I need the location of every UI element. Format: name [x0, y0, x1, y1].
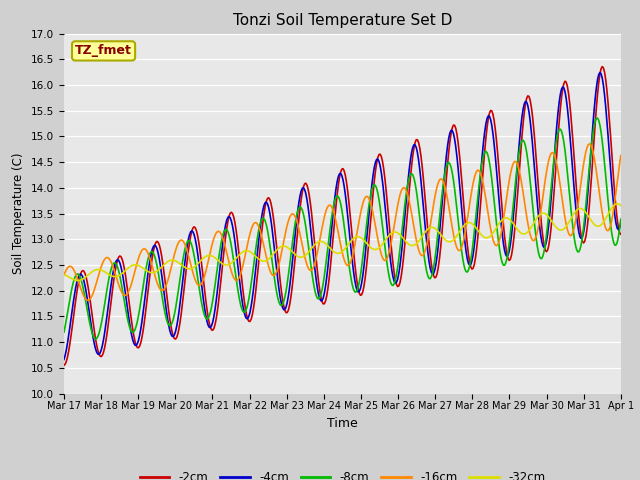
X-axis label: Time: Time	[327, 417, 358, 430]
Title: Tonzi Soil Temperature Set D: Tonzi Soil Temperature Set D	[233, 13, 452, 28]
Text: TZ_fmet: TZ_fmet	[75, 44, 132, 58]
Y-axis label: Soil Temperature (C): Soil Temperature (C)	[12, 153, 26, 275]
Legend: -2cm, -4cm, -8cm, -16cm, -32cm: -2cm, -4cm, -8cm, -16cm, -32cm	[135, 466, 550, 480]
